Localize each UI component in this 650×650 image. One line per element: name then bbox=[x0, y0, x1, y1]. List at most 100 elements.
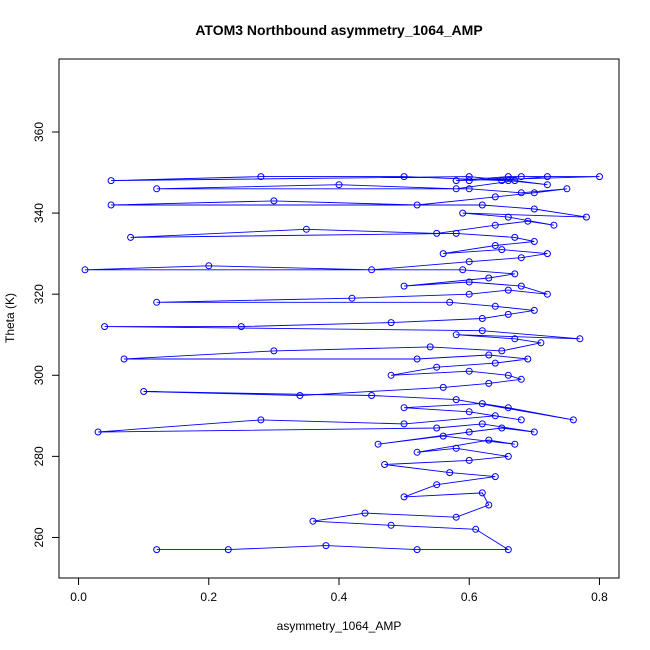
data-point bbox=[550, 221, 558, 229]
data-point bbox=[452, 177, 460, 185]
data-point bbox=[465, 173, 473, 181]
data-point bbox=[504, 286, 512, 294]
data-point bbox=[543, 290, 551, 298]
data-layer bbox=[81, 173, 603, 554]
data-point bbox=[107, 201, 115, 209]
data-point bbox=[491, 193, 499, 201]
data-point bbox=[478, 400, 486, 408]
data-point bbox=[504, 213, 512, 221]
data-point bbox=[446, 298, 454, 306]
data-point bbox=[296, 392, 304, 399]
data-point bbox=[387, 521, 395, 529]
data-point bbox=[478, 315, 486, 322]
data-point bbox=[433, 481, 441, 489]
data-point bbox=[153, 546, 161, 554]
y-axis-label: Theta (K) bbox=[3, 293, 17, 343]
data-point bbox=[459, 266, 467, 274]
data-point bbox=[498, 177, 506, 185]
data-point bbox=[257, 173, 265, 181]
y-axis: 260 280 300 320 340 360 bbox=[32, 122, 60, 547]
y-tick-label: 360 bbox=[32, 122, 46, 142]
data-point bbox=[433, 363, 441, 371]
data-point bbox=[504, 452, 512, 460]
data-point bbox=[530, 428, 538, 436]
data-point bbox=[400, 282, 408, 290]
data-point bbox=[498, 347, 506, 355]
y-tick-label: 280 bbox=[32, 446, 46, 466]
data-point bbox=[153, 298, 161, 306]
data-point bbox=[504, 310, 512, 318]
data-point bbox=[322, 542, 330, 550]
data-point bbox=[107, 177, 115, 185]
data-point bbox=[485, 436, 493, 444]
data-point bbox=[524, 355, 532, 363]
data-point bbox=[270, 197, 278, 205]
data-point bbox=[452, 396, 460, 404]
data-point bbox=[368, 392, 376, 399]
data-point bbox=[120, 355, 128, 363]
data-point bbox=[465, 456, 473, 464]
data-point bbox=[81, 266, 89, 274]
data-point bbox=[478, 201, 486, 209]
data-point bbox=[387, 371, 395, 379]
data-point bbox=[498, 424, 506, 432]
data-point bbox=[511, 335, 519, 343]
data-point bbox=[433, 424, 441, 432]
data-point bbox=[439, 250, 447, 258]
data-point bbox=[465, 408, 473, 416]
data-point bbox=[543, 173, 551, 181]
data-point bbox=[491, 242, 499, 249]
y-tick-label: 320 bbox=[32, 284, 46, 304]
data-point bbox=[517, 375, 525, 383]
data-point bbox=[485, 379, 493, 387]
data-point bbox=[127, 233, 135, 241]
data-point bbox=[543, 250, 551, 258]
data-point bbox=[446, 469, 454, 477]
data-point bbox=[224, 546, 232, 554]
data-point bbox=[478, 420, 486, 428]
data-point bbox=[452, 331, 460, 339]
data-point bbox=[511, 270, 519, 278]
data-point bbox=[530, 205, 538, 213]
data-point bbox=[576, 335, 584, 343]
data-point bbox=[485, 351, 493, 359]
data-point bbox=[478, 489, 486, 497]
data-point bbox=[543, 181, 551, 189]
data-point bbox=[302, 225, 310, 233]
data-point bbox=[335, 181, 343, 189]
x-tick-label: 0.2 bbox=[200, 590, 217, 604]
data-point bbox=[491, 221, 499, 229]
data-point bbox=[387, 319, 395, 327]
data-point bbox=[517, 282, 525, 290]
data-point bbox=[348, 294, 356, 302]
data-point bbox=[381, 461, 389, 468]
data-point bbox=[413, 355, 421, 363]
data-point bbox=[452, 513, 460, 521]
data-point bbox=[452, 185, 460, 193]
data-point bbox=[413, 201, 421, 209]
data-point bbox=[569, 416, 577, 424]
data-point bbox=[413, 546, 421, 554]
x-axis-label: asymmetry_1064_AMP bbox=[277, 619, 402, 633]
data-point bbox=[465, 278, 473, 286]
data-point bbox=[237, 323, 245, 331]
data-point bbox=[270, 347, 278, 355]
x-tick-label: 0.8 bbox=[591, 590, 608, 604]
data-point bbox=[485, 274, 493, 282]
data-point bbox=[504, 173, 512, 181]
data-point bbox=[530, 238, 538, 245]
x-tick-label: 0.6 bbox=[461, 590, 478, 604]
data-point bbox=[400, 493, 408, 501]
series-line bbox=[84, 176, 600, 551]
data-point bbox=[537, 339, 545, 347]
data-point bbox=[413, 448, 421, 456]
data-point bbox=[400, 404, 408, 412]
data-point bbox=[368, 266, 376, 274]
data-point bbox=[465, 428, 473, 436]
data-point bbox=[465, 367, 473, 375]
data-point bbox=[153, 185, 161, 193]
y-tick-label: 260 bbox=[32, 527, 46, 547]
data-point bbox=[491, 359, 499, 367]
data-point bbox=[374, 440, 382, 448]
